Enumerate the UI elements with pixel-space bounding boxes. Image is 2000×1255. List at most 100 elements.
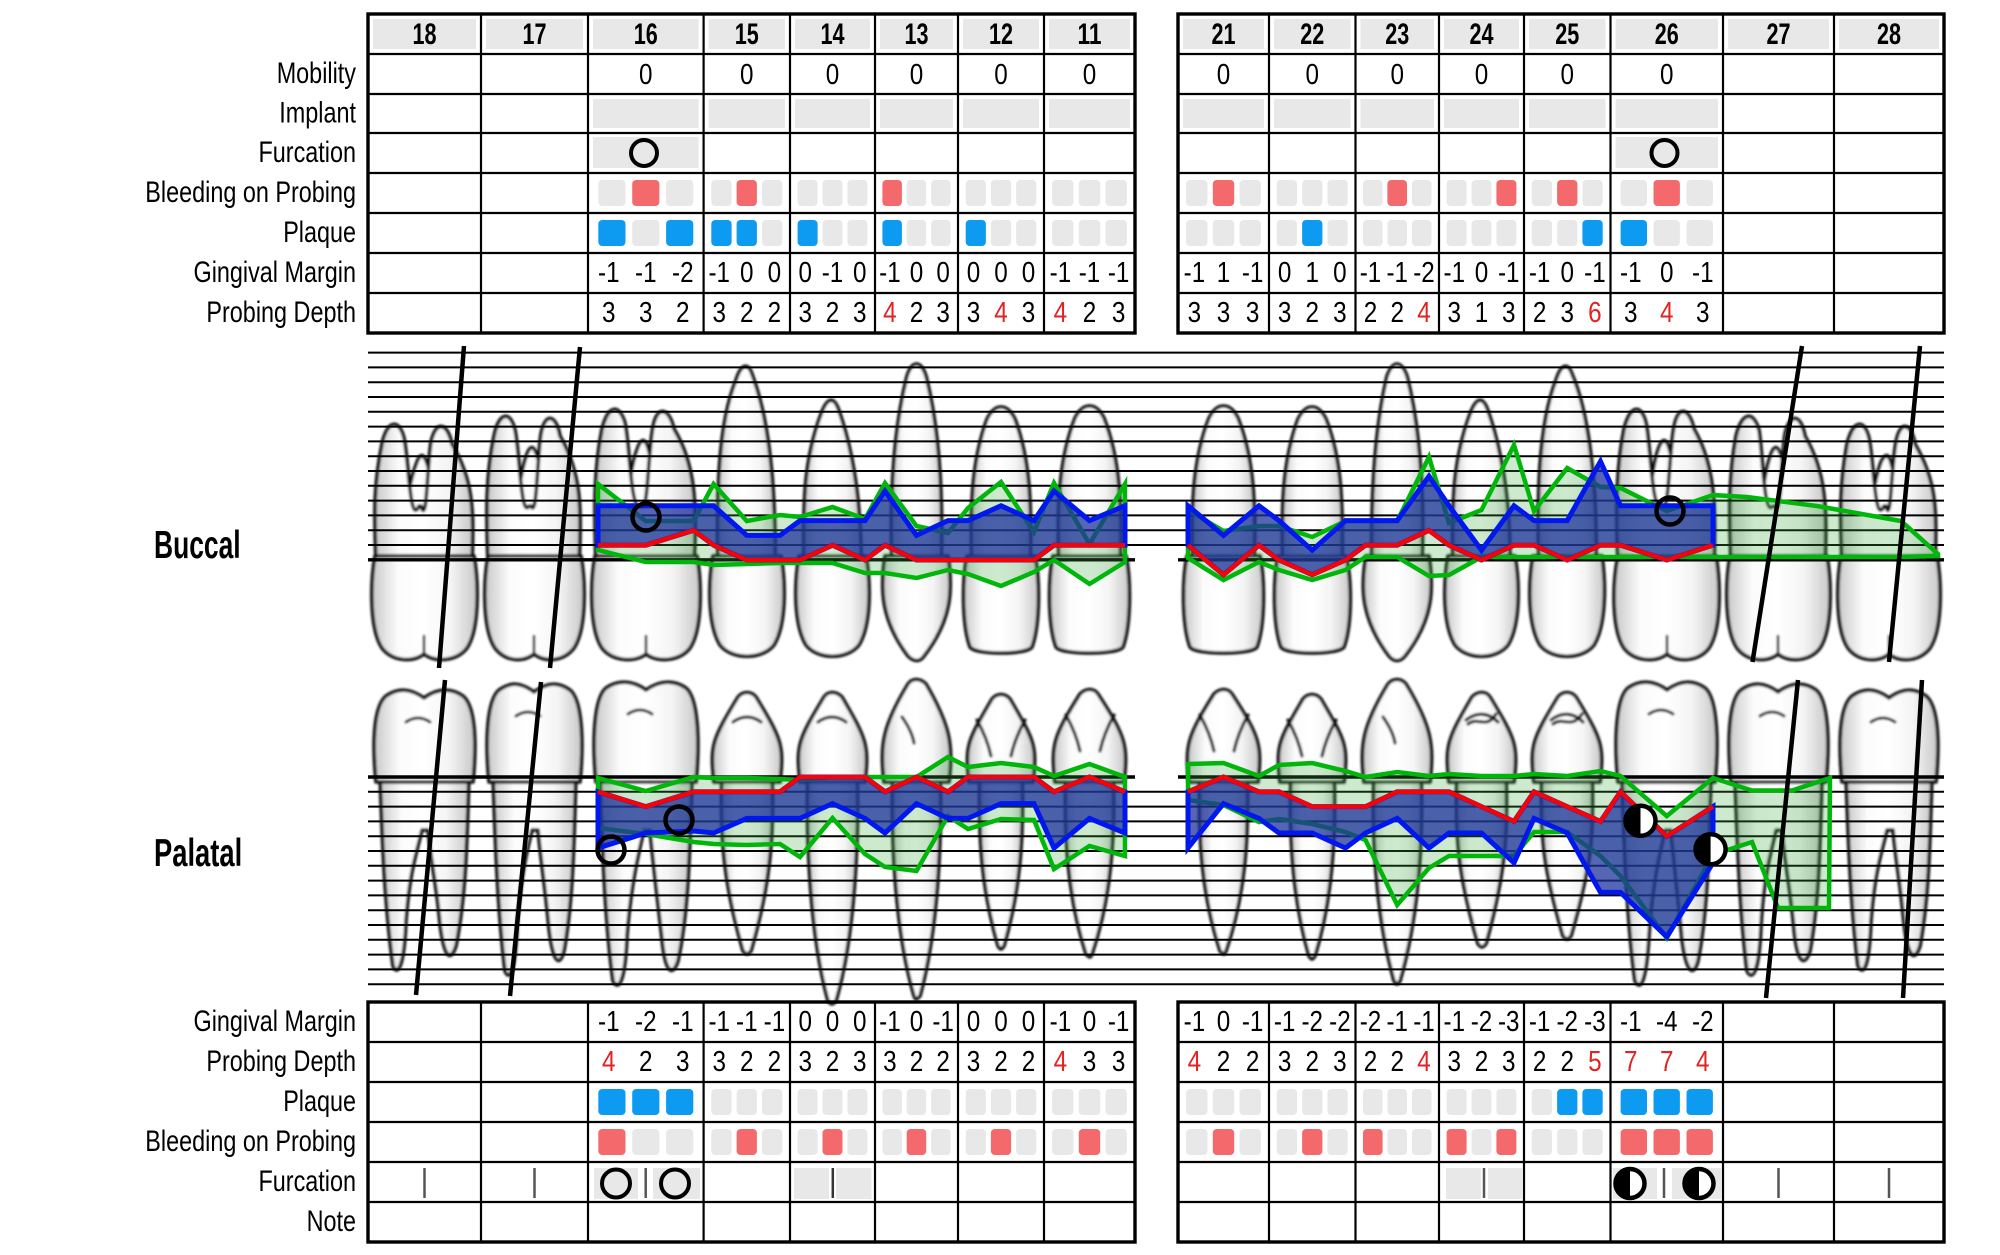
svg-text:3: 3 [712,1046,726,1078]
svg-text:4: 4 [1417,1046,1431,1078]
svg-text:Bleeding on Probing: Bleeding on Probing [145,176,356,209]
svg-text:3: 3 [883,1046,897,1078]
svg-text:2: 2 [1390,297,1404,329]
svg-text:2: 2 [994,1046,1008,1078]
svg-text:-1: -1 [1620,257,1642,289]
svg-text:3: 3 [1502,297,1516,329]
svg-text:-1: -1 [635,257,657,289]
svg-text:3: 3 [1022,297,1036,329]
svg-text:2: 2 [1364,297,1378,329]
svg-text:0: 0 [1660,59,1674,91]
svg-text:-1: -1 [1274,1006,1296,1038]
svg-text:-3: -3 [1498,1006,1520,1038]
svg-text:3: 3 [712,297,726,329]
svg-text:3: 3 [853,1046,867,1078]
svg-text:4: 4 [1417,297,1431,329]
svg-text:-1: -1 [1620,1006,1642,1038]
svg-text:0: 0 [910,59,924,91]
svg-text:2: 2 [740,1046,754,1078]
svg-text:2: 2 [1364,1046,1378,1078]
svg-text:4: 4 [1660,297,1674,329]
svg-text:3: 3 [1112,297,1126,329]
svg-text:3: 3 [1560,297,1574,329]
svg-text:3: 3 [639,297,653,329]
svg-text:2: 2 [826,1046,840,1078]
svg-text:0: 0 [1660,257,1674,289]
svg-text:0: 0 [994,257,1008,289]
svg-text:13: 13 [905,18,929,51]
svg-text:3: 3 [1188,297,1202,329]
svg-text:-1: -1 [879,1006,901,1038]
svg-text:Mobility: Mobility [277,57,356,90]
svg-text:2: 2 [1083,297,1097,329]
svg-text:-1: -1 [1050,257,1072,289]
svg-text:-1: -1 [1184,257,1206,289]
svg-text:-1: -1 [1529,1006,1551,1038]
svg-text:Palatal: Palatal [154,832,242,875]
svg-text:-2: -2 [1329,1006,1351,1038]
svg-text:15: 15 [735,18,759,51]
svg-text:6: 6 [1588,297,1602,329]
svg-text:0: 0 [768,257,782,289]
svg-text:2: 2 [1533,1046,1547,1078]
svg-text:0: 0 [1083,1006,1097,1038]
svg-text:2: 2 [910,297,924,329]
svg-text:3: 3 [676,1046,690,1078]
svg-text:0: 0 [639,59,653,91]
svg-text:-2: -2 [1556,1006,1578,1038]
svg-text:3: 3 [1278,1046,1292,1078]
svg-text:Probing Depth: Probing Depth [206,296,356,329]
svg-text:-2: -2 [1413,257,1435,289]
svg-text:-1: -1 [1584,257,1606,289]
svg-text:Implant: Implant [279,97,356,130]
svg-text:-1: -1 [879,257,901,289]
svg-text:7: 7 [1660,1046,1674,1078]
svg-text:4: 4 [1054,297,1068,329]
svg-text:0: 0 [910,257,924,289]
svg-text:2: 2 [676,297,690,329]
svg-text:2: 2 [826,297,840,329]
svg-text:4: 4 [883,297,897,329]
svg-text:3: 3 [853,297,867,329]
svg-text:-1: -1 [1050,1006,1072,1038]
svg-text:2: 2 [639,1046,653,1078]
svg-text:0: 0 [994,1006,1008,1038]
svg-text:11: 11 [1078,18,1102,51]
svg-text:-1: -1 [1184,1006,1206,1038]
svg-text:0: 0 [799,1006,813,1038]
svg-text:2: 2 [1560,1046,1574,1078]
svg-text:-1: -1 [1444,1006,1466,1038]
svg-text:3: 3 [602,297,616,329]
svg-text:-1: -1 [764,1006,786,1038]
svg-text:4: 4 [1696,1046,1710,1078]
svg-text:3: 3 [967,1046,981,1078]
svg-text:2: 2 [1022,1046,1036,1078]
svg-text:2: 2 [768,1046,782,1078]
svg-text:3: 3 [1696,297,1710,329]
svg-text:4: 4 [602,1046,616,1078]
svg-text:7: 7 [1624,1046,1638,1078]
svg-text:0: 0 [853,1006,867,1038]
svg-text:-1: -1 [1242,1006,1264,1038]
svg-text:3: 3 [1333,1046,1347,1078]
svg-text:25: 25 [1555,18,1579,51]
svg-text:-1: -1 [1108,1006,1130,1038]
svg-text:3: 3 [799,1046,813,1078]
svg-text:-1: -1 [932,1006,954,1038]
svg-text:2: 2 [1390,1046,1404,1078]
svg-text:-2: -2 [1692,1006,1714,1038]
svg-text:Furcation: Furcation [259,1165,357,1198]
svg-text:3: 3 [936,297,950,329]
svg-text:-1: -1 [1413,1006,1435,1038]
svg-text:0: 0 [1278,257,1292,289]
svg-text:0: 0 [1022,1006,1036,1038]
svg-text:2: 2 [1533,297,1547,329]
svg-text:-2: -2 [672,257,694,289]
svg-text:3: 3 [1502,1046,1516,1078]
svg-text:-1: -1 [1386,257,1408,289]
svg-text:0: 0 [1217,1006,1231,1038]
svg-text:4: 4 [994,297,1008,329]
svg-text:26: 26 [1655,18,1679,51]
svg-text:-1: -1 [1692,257,1714,289]
svg-text:18: 18 [413,18,437,51]
